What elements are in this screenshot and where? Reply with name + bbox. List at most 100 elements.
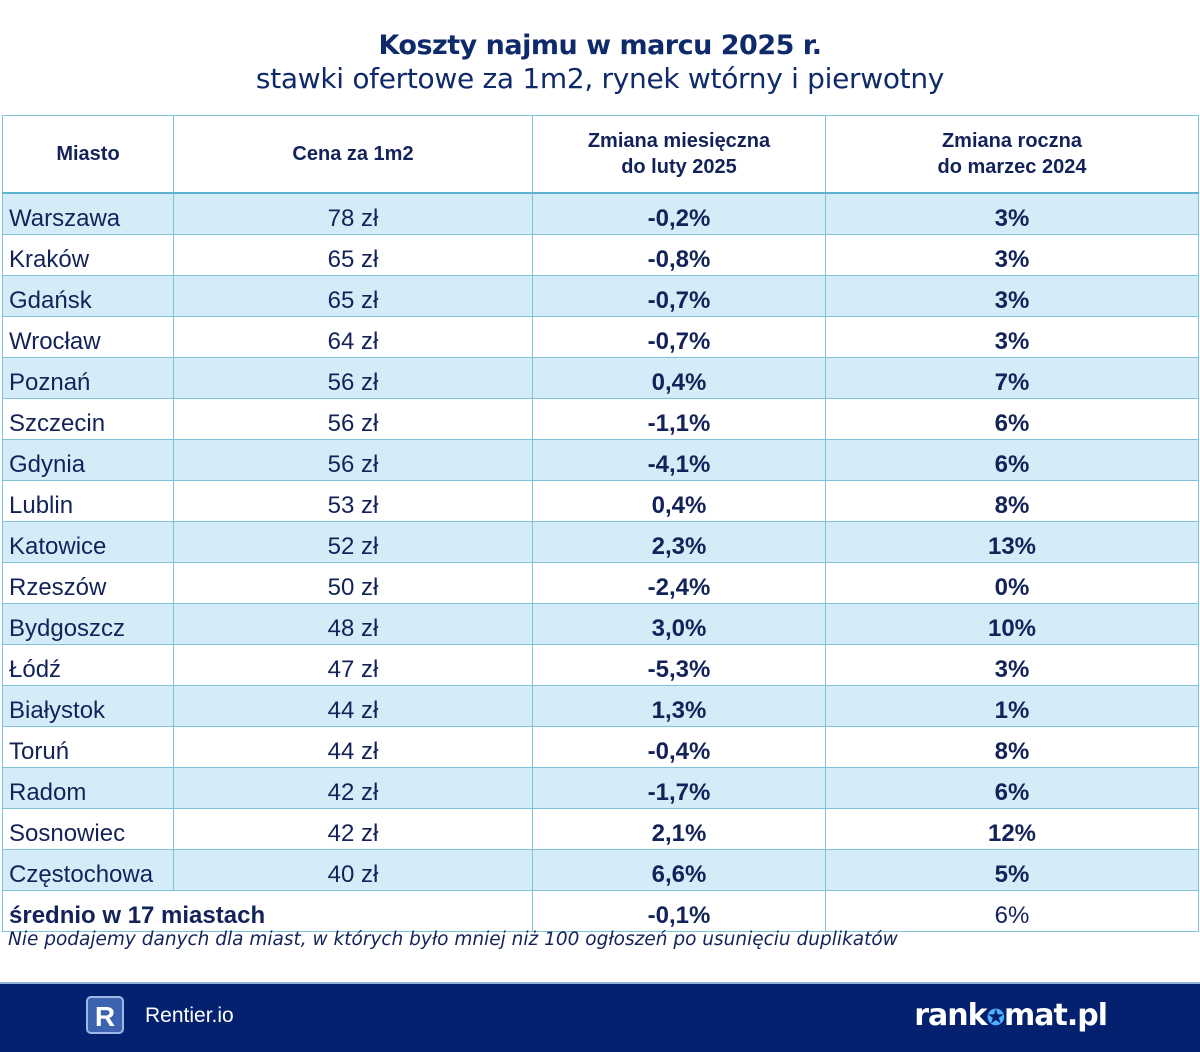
- yearly-change-cell: 5%: [825, 849, 1199, 891]
- table-row: Rzeszów 50 zł -2,4% 0%: [2, 562, 1199, 604]
- price-cell: 44 zł: [173, 685, 533, 727]
- monthly-change-cell: 2,1%: [532, 808, 826, 850]
- table-row: Toruń 44 zł -0,4% 8%: [2, 726, 1199, 768]
- price-cell: 42 zł: [173, 767, 533, 809]
- city-cell: Bydgoszcz: [2, 603, 174, 645]
- summary-monthly-change: -0,1%: [532, 890, 826, 932]
- price-cell: 40 zł: [173, 849, 533, 891]
- price-cell: 48 zł: [173, 603, 533, 645]
- table-row: Katowice 52 zł 2,3% 13%: [2, 521, 1199, 563]
- price-cell: 44 zł: [173, 726, 533, 768]
- table-row: Wrocław 64 zł -0,7% 3%: [2, 316, 1199, 358]
- city-cell: Łódź: [2, 644, 174, 686]
- table-body: Warszawa 78 zł -0,2% 3% Kraków 65 zł -0,8% 3% Gd…: [2, 192, 1199, 932]
- monthly-change-cell: -2,4%: [532, 562, 826, 604]
- rankomat-brand-a: rank: [914, 998, 987, 1033]
- yearly-change-cell: 6%: [825, 398, 1199, 440]
- summary-label: średnio w 17 miastach: [2, 890, 533, 932]
- footer-bar: R Rentier.io rank✪mat.pl: [0, 982, 1200, 1052]
- column-header: Cena za 1m2: [173, 115, 533, 194]
- rankomat-brand-b: mat.pl: [1004, 998, 1108, 1033]
- table-row: Gdańsk 65 zł -0,7% 3%: [2, 275, 1199, 317]
- table-row: Sosnowiec 42 zł 2,1% 12%: [2, 808, 1199, 850]
- monthly-change-cell: 1,3%: [532, 685, 826, 727]
- yearly-change-cell: 3%: [825, 234, 1199, 276]
- yearly-change-cell: 8%: [825, 480, 1199, 522]
- city-cell: Rzeszów: [2, 562, 174, 604]
- monthly-change-cell: -0,4%: [532, 726, 826, 768]
- yearly-change-cell: 3%: [825, 192, 1199, 235]
- price-cell: 64 zł: [173, 316, 533, 358]
- city-cell: Szczecin: [2, 398, 174, 440]
- column-header: Zmiana miesięczna do luty 2025: [532, 115, 826, 194]
- city-cell: Radom: [2, 767, 174, 809]
- page-title: Koszty najmu w marcu 2025 r.: [378, 30, 822, 61]
- city-cell: Białystok: [2, 685, 174, 727]
- yearly-change-cell: 0%: [825, 562, 1199, 604]
- star-icon: ✪: [986, 1006, 1005, 1031]
- city-cell: Kraków: [2, 234, 174, 276]
- monthly-change-cell: -0,7%: [532, 275, 826, 317]
- city-cell: Lublin: [2, 480, 174, 522]
- yearly-change-cell: 3%: [825, 644, 1199, 686]
- price-cell: 50 zł: [173, 562, 533, 604]
- city-cell: Częstochowa: [2, 849, 174, 891]
- city-cell: Gdańsk: [2, 275, 174, 317]
- table-header-row: Miasto Cena za 1m2 Zmiana miesięczna do lut…: [2, 115, 1199, 194]
- table-row: Szczecin 56 zł -1,1% 6%: [2, 398, 1199, 440]
- table-row: Łódź 47 zł -5,3% 3%: [2, 644, 1199, 686]
- yearly-change-cell: 13%: [825, 521, 1199, 563]
- summary-yearly-change: 6%: [825, 890, 1199, 932]
- price-cell: 56 zł: [173, 398, 533, 440]
- monthly-change-cell: -1,1%: [532, 398, 826, 440]
- city-cell: Poznań: [2, 357, 174, 399]
- city-cell: Gdynia: [2, 439, 174, 481]
- table-row: Białystok 44 zł 1,3% 1%: [2, 685, 1199, 727]
- monthly-change-cell: 6,6%: [532, 849, 826, 891]
- table-row: Bydgoszcz 48 zł 3,0% 10%: [2, 603, 1199, 645]
- rankomat-logo: rank✪mat.pl: [914, 998, 1108, 1033]
- monthly-change-cell: -0,7%: [532, 316, 826, 358]
- monthly-change-cell: -5,3%: [532, 644, 826, 686]
- rentier-logo-icon: R: [86, 996, 124, 1034]
- yearly-change-cell: 6%: [825, 767, 1199, 809]
- yearly-change-cell: 10%: [825, 603, 1199, 645]
- table-row: Poznań 56 zł 0,4% 7%: [2, 357, 1199, 399]
- yearly-change-cell: 3%: [825, 316, 1199, 358]
- monthly-change-cell: -0,8%: [532, 234, 826, 276]
- table-row: Kraków 65 zł -0,8% 3%: [2, 234, 1199, 276]
- city-cell: Katowice: [2, 521, 174, 563]
- page-subtitle: stawki ofertowe za 1m2, rynek wtórny i p…: [255, 62, 945, 95]
- price-cell: 65 zł: [173, 234, 533, 276]
- price-cell: 78 zł: [173, 192, 533, 235]
- monthly-change-cell: -1,7%: [532, 767, 826, 809]
- yearly-change-cell: 1%: [825, 685, 1199, 727]
- price-cell: 52 zł: [173, 521, 533, 563]
- monthly-change-cell: -4,1%: [532, 439, 826, 481]
- footnote: Nie podajemy danych dla miast, w których…: [8, 929, 898, 950]
- monthly-change-cell: 0,4%: [532, 357, 826, 399]
- price-cell: 53 zł: [173, 480, 533, 522]
- yearly-change-cell: 8%: [825, 726, 1199, 768]
- yearly-change-cell: 6%: [825, 439, 1199, 481]
- price-cell: 47 zł: [173, 644, 533, 686]
- monthly-change-cell: 0,4%: [532, 480, 826, 522]
- monthly-change-cell: 2,3%: [532, 521, 826, 563]
- table-row: Radom 42 zł -1,7% 6%: [2, 767, 1199, 809]
- price-cell: 42 zł: [173, 808, 533, 850]
- monthly-change-cell: 3,0%: [532, 603, 826, 645]
- yearly-change-cell: 7%: [825, 357, 1199, 399]
- table-row: Częstochowa 40 zł 6,6% 5%: [2, 849, 1199, 891]
- yearly-change-cell: 3%: [825, 275, 1199, 317]
- city-cell: Sosnowiec: [2, 808, 174, 850]
- table-row: Gdynia 56 zł -4,1% 6%: [2, 439, 1199, 481]
- price-cell: 56 zł: [173, 439, 533, 481]
- rentier-brand: Rentier.io: [145, 1004, 234, 1027]
- column-header: Zmiana roczna do marzec 2024: [825, 115, 1199, 194]
- city-cell: Warszawa: [2, 192, 174, 235]
- summary-row: średnio w 17 miastach -0,1% 6%: [2, 890, 1199, 932]
- yearly-change-cell: 12%: [825, 808, 1199, 850]
- price-cell: 56 zł: [173, 357, 533, 399]
- table-row: Warszawa 78 zł -0,2% 3%: [2, 192, 1199, 235]
- column-header: Miasto: [2, 115, 174, 194]
